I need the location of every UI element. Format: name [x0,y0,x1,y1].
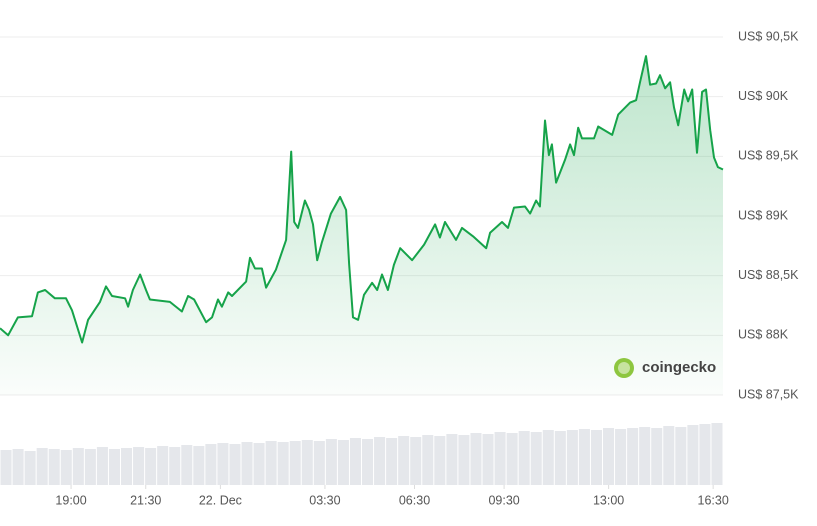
volume-bar [374,437,386,485]
volume-bar [217,443,229,485]
volume-bar [675,427,687,485]
volume-bar [590,430,602,485]
volume-bar [566,430,578,485]
y-tick-label: US$ 88K [738,328,789,342]
volume-bar [603,428,615,485]
volume-bar [313,441,325,485]
volume-bar [241,442,253,485]
volume-bar [362,439,374,485]
y-tick-label: US$ 90K [738,89,789,103]
volume-bar [60,450,72,485]
volume-bar [470,433,482,485]
x-tick-label: 21:30 [130,493,161,507]
volume-bar [72,448,84,485]
volume-bar [639,427,651,485]
volume-bar [205,444,217,485]
volume-bar [422,435,434,485]
price-line [0,55,724,344]
x-tick-label: 06:30 [399,493,430,507]
volume-bar [193,446,205,485]
volume-bar [446,434,458,485]
x-tick-label: 22. Dec [199,493,242,507]
volume-bar [386,438,398,485]
volume-bar [518,431,530,485]
volume-bar [48,449,60,485]
volume-bar [121,448,133,485]
volume-bar [494,432,506,485]
volume-bar [410,437,422,485]
volume-bar [615,429,627,485]
volume-bar [337,440,349,485]
volume-bar [542,430,554,485]
volume-bar [289,441,301,485]
volume-bar [301,440,313,485]
volume-bar [663,426,675,485]
x-tick-label: 13:00 [593,493,624,507]
volume-bar [699,424,711,485]
volume-bar [169,447,181,485]
volume-bar [711,423,723,485]
volume-bar [627,428,639,485]
volume-bar [434,436,446,485]
volume-bar [0,450,12,485]
y-tick-label: US$ 88,5K [738,268,799,282]
y-tick-label: US$ 89,5K [738,149,799,163]
volume-bar [398,436,410,485]
watermark-text: coingecko [642,359,716,376]
y-tick-label: US$ 89K [738,208,789,222]
volume-bar [458,435,470,485]
x-tick-label: 16:30 [698,493,729,507]
volume-bar [24,451,36,485]
volume-bar [687,425,699,485]
volume-bar [229,444,241,485]
volume-bar [12,449,24,485]
watermark-logo-inner [618,362,630,374]
volume-bar [277,442,289,485]
area-fill [0,56,723,395]
x-tick-label: 03:30 [309,493,340,507]
volume-bar [482,434,494,485]
volume-bar [651,428,663,485]
volume-bar [96,447,108,485]
volume-bar [253,443,265,485]
volume-bar [181,445,193,485]
x-tick-label: 09:30 [488,493,519,507]
volume-bar [108,449,120,485]
volume-bar [554,431,566,485]
volume-bar [157,446,169,485]
volume-bar [145,448,157,485]
volume-bar [265,441,277,485]
volume-bar [36,448,48,485]
volume-bar [530,432,542,485]
y-tick-label: US$ 90,5K [738,29,799,43]
x-tick-label: 19:00 [55,493,86,507]
y-tick-label: US$ 87,5K [738,387,799,401]
volume-bar [506,433,518,485]
volume-bar [349,438,361,485]
volume-bar [578,429,590,485]
volume-bar [325,439,337,485]
volume-bar [133,447,145,485]
watermark: coingecko [614,358,716,378]
volume-bar [84,449,96,485]
